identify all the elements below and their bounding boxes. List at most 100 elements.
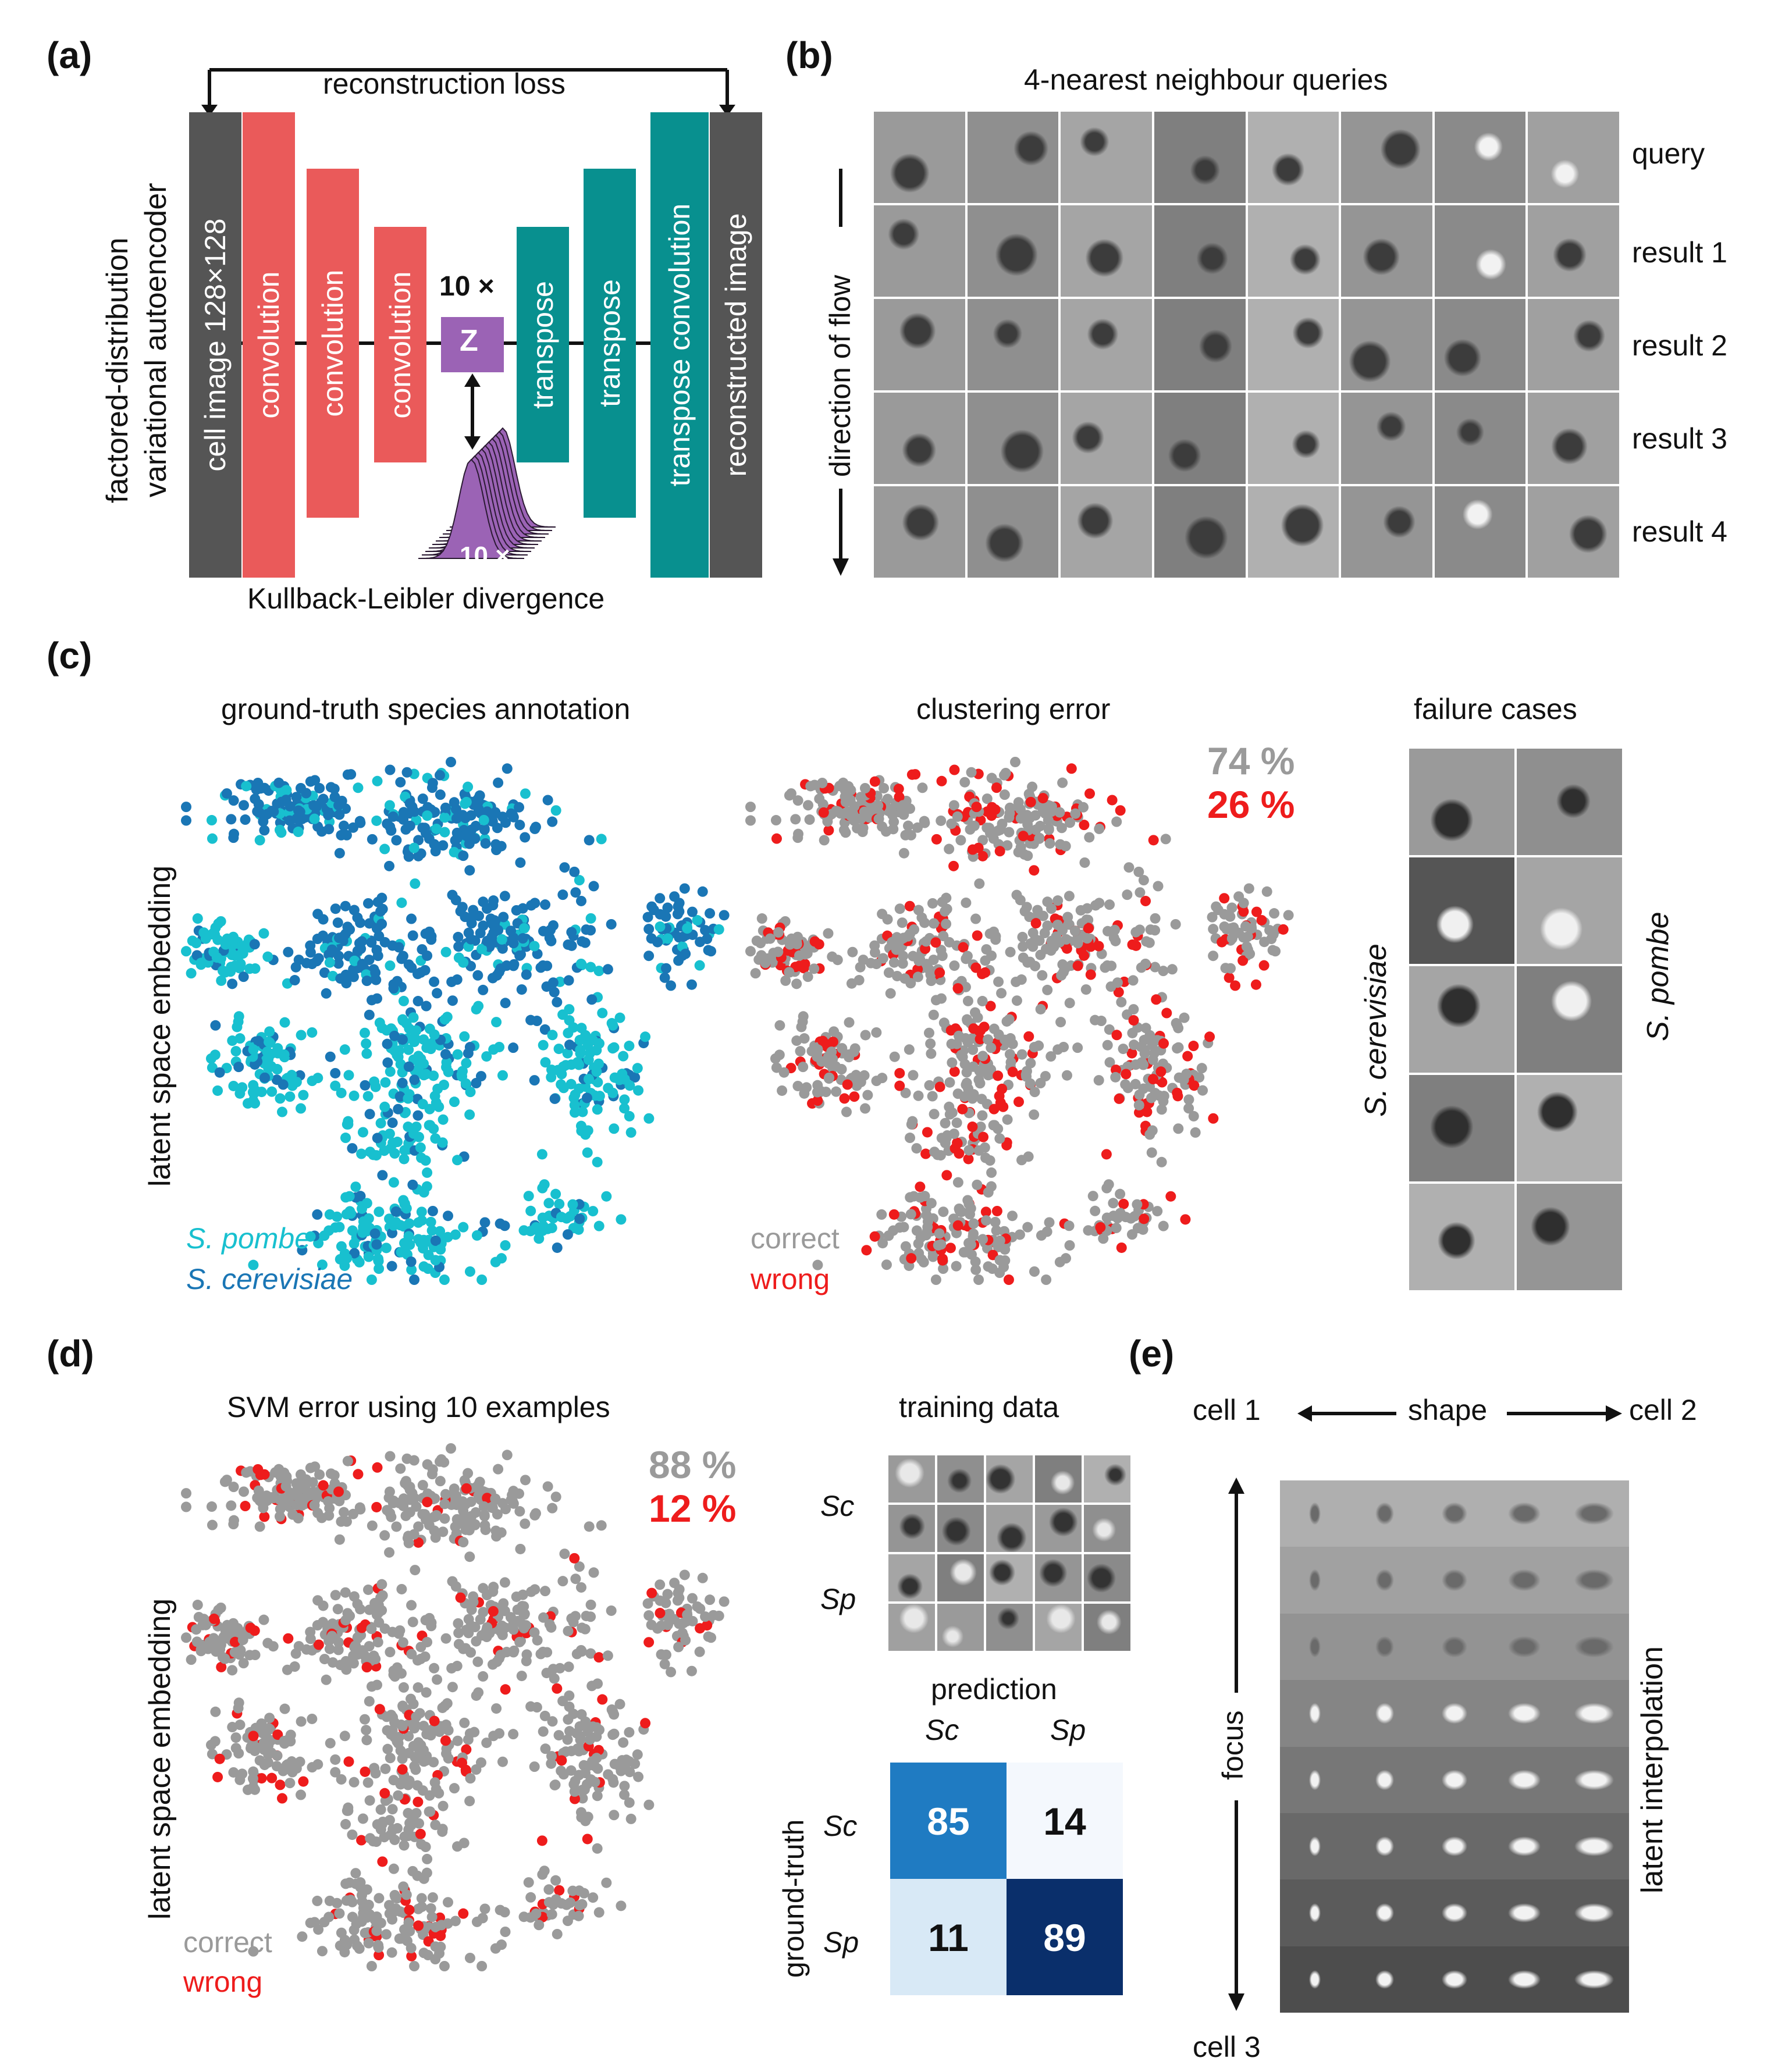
scatter-point — [506, 808, 517, 819]
scatter-point — [706, 946, 717, 957]
scatter-point — [980, 1206, 991, 1217]
scatter-point — [591, 1066, 602, 1077]
scatter-point — [463, 781, 474, 792]
scatter-point — [666, 1667, 677, 1678]
scatter-point — [931, 834, 942, 845]
scatter-point — [476, 944, 487, 955]
scatter-point — [191, 938, 202, 949]
cell-image-thumbnail — [936, 1553, 985, 1603]
scatter-point — [418, 1034, 429, 1045]
scatter-point — [904, 900, 915, 912]
gt-species-title: ground-truth species annotation — [221, 693, 631, 725]
scatter-point — [366, 1274, 377, 1285]
focus-arrow — [1228, 1478, 1244, 2011]
scatter-point — [354, 1502, 365, 1513]
interpolation-cell — [1489, 1746, 1559, 1813]
scatter-point — [497, 1629, 508, 1640]
scatter-point — [986, 950, 997, 961]
scatter-point — [1116, 1242, 1127, 1253]
scatter-point — [227, 1035, 238, 1046]
scatter-point — [382, 1725, 393, 1736]
scatter-point — [406, 913, 417, 924]
scatter-point — [773, 927, 784, 938]
scatter-point — [1061, 934, 1072, 945]
scatter-point — [219, 967, 230, 978]
scatter-point — [805, 781, 816, 792]
scatter-point — [1173, 1123, 1184, 1134]
scatter-point — [549, 1093, 560, 1104]
scatter-point — [241, 1467, 252, 1478]
scatter-point — [228, 832, 239, 843]
scatter-point — [879, 783, 890, 794]
scatter-point — [244, 963, 255, 974]
scatter-point — [593, 966, 604, 977]
scatter-point — [633, 1771, 644, 1782]
scatter-point — [549, 1673, 560, 1684]
scatter-point — [208, 1633, 219, 1644]
cell-image-thumbnail — [1433, 485, 1527, 579]
cell-image-thumbnail — [1083, 1504, 1132, 1553]
scatter-point — [406, 1256, 417, 1267]
scatter-point — [994, 1235, 1005, 1246]
scatter-point — [1208, 924, 1219, 935]
scatter-point — [333, 1644, 344, 1656]
interpolation-cell — [1350, 1746, 1420, 1813]
scatter-point — [998, 1101, 1009, 1112]
scatter-point — [1042, 984, 1053, 995]
scatter-point — [843, 1049, 854, 1060]
scatter-point — [616, 1214, 627, 1225]
scatter-point — [1087, 1191, 1098, 1202]
scatter-point — [191, 1624, 202, 1635]
scatter-point — [1061, 1253, 1072, 1264]
scatter-point — [280, 795, 291, 806]
cell-image-thumbnail — [873, 204, 966, 298]
cell-image-thumbnail — [1433, 111, 1527, 204]
scatter-point — [674, 898, 685, 909]
scatter-point — [210, 1706, 221, 1717]
scatter-point — [363, 1938, 374, 1949]
interpolation-cell — [1350, 1480, 1420, 1547]
cell-image-thumbnail — [1059, 485, 1153, 579]
scatter-point — [1141, 1106, 1153, 1117]
scatter-point — [1132, 1199, 1143, 1210]
scatter-point — [471, 1077, 482, 1088]
scatter-point — [395, 1059, 406, 1070]
scatter-point — [526, 1586, 537, 1597]
scatter-point — [397, 1701, 408, 1713]
cell-image-thumbnail — [985, 1454, 1034, 1504]
scatter-point — [341, 1209, 352, 1220]
scatter-point — [263, 1723, 274, 1734]
scatter-point — [894, 903, 905, 914]
scatter-point — [552, 1242, 563, 1253]
scatter-point — [313, 1639, 324, 1650]
scatter-point — [471, 1003, 482, 1014]
scatter-point — [911, 1143, 922, 1154]
interpolation-cell — [1280, 1680, 1350, 1747]
scatter-point — [544, 932, 555, 944]
scatter-point — [893, 784, 904, 795]
vae-caption-line1: factored-distribution — [101, 237, 134, 503]
scatter-point — [336, 1774, 347, 1785]
scatter-point — [1181, 1069, 1192, 1080]
scatter-point — [1135, 887, 1146, 898]
scatter-point — [416, 1206, 427, 1217]
scatter-point — [181, 802, 191, 813]
scatter-point — [702, 1620, 713, 1631]
scatter-point — [352, 912, 363, 923]
scatter-point — [873, 813, 884, 824]
scatter-point — [417, 793, 428, 804]
scatter-point — [1133, 866, 1144, 877]
scatter-point — [819, 835, 830, 846]
scatter-point — [1022, 850, 1033, 861]
scatter-point — [413, 850, 424, 861]
scatter-point — [384, 1547, 395, 1558]
scatter-point — [359, 1714, 370, 1725]
cell-image-thumbnail — [966, 298, 1060, 391]
scatter-point — [1153, 881, 1164, 892]
scatter-point — [470, 833, 481, 844]
scatter-point — [596, 1520, 607, 1531]
scatter-point — [1080, 984, 1091, 995]
scatter-point — [940, 1117, 951, 1128]
scatter-point — [574, 1059, 585, 1070]
scatter-point — [440, 1633, 451, 1644]
